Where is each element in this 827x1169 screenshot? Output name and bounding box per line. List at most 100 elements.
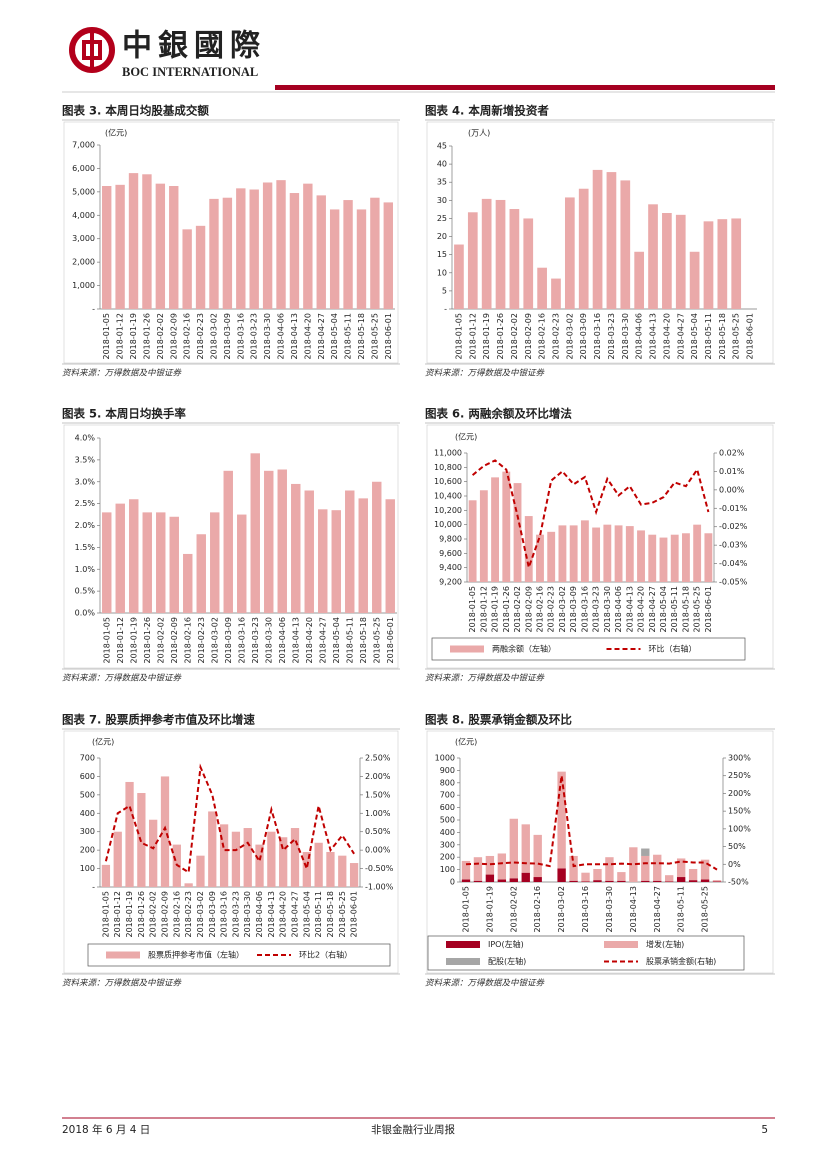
y-tick-label: 800 bbox=[440, 778, 455, 787]
x-tick-label: 2018-04-06 bbox=[255, 891, 264, 938]
legend-label: 股票承销金额(右轴) bbox=[646, 956, 716, 966]
source: 资料来源：万得数据及中银证券 bbox=[425, 978, 546, 989]
bar bbox=[513, 483, 522, 582]
x-tick-label: 2018-05-11 bbox=[314, 891, 323, 938]
y-tick-label: 10,600 bbox=[434, 477, 462, 486]
bar-segment bbox=[581, 872, 590, 882]
x-tick-label: 2018-02-16 bbox=[535, 586, 544, 633]
x-tick-label: 2018-05-18 bbox=[357, 313, 366, 360]
y2-tick-label: 250% bbox=[728, 771, 751, 780]
bar bbox=[237, 514, 247, 613]
x-tick-label: 2018-06-01 bbox=[704, 586, 713, 633]
bar bbox=[277, 469, 287, 613]
y-tick-label: 15 bbox=[437, 250, 447, 259]
bar bbox=[222, 197, 233, 309]
bar-segment bbox=[473, 880, 483, 882]
y-tick-label: 25 bbox=[437, 214, 447, 223]
x-tick-label: 2018-02-16 bbox=[172, 891, 181, 938]
x-tick-label: 2018-04-27 bbox=[648, 586, 657, 633]
y2-tick-label: -0.05% bbox=[719, 578, 748, 587]
bar-segment bbox=[533, 834, 542, 878]
x-tick-label: 2018-01-26 bbox=[143, 617, 152, 664]
bar bbox=[703, 221, 714, 309]
bar bbox=[592, 527, 601, 582]
x-tick-label: 2018-06-01 bbox=[386, 617, 395, 664]
y2-tick-label: 0.00% bbox=[365, 846, 391, 855]
bar-segment bbox=[581, 881, 590, 882]
source: 资料来源：万得数据及中银证券 bbox=[425, 673, 546, 684]
y-tick-label: 600 bbox=[80, 772, 95, 781]
bar bbox=[219, 824, 229, 887]
bar bbox=[262, 182, 273, 309]
y-axis-label: (亿元) bbox=[92, 737, 114, 747]
y-tick-label: 45 bbox=[437, 142, 447, 151]
bar-segment bbox=[593, 868, 602, 881]
x-tick-label: 2018-04-13 bbox=[629, 886, 638, 933]
bar-segment bbox=[485, 874, 495, 882]
x-tick-label: 2018-01-26 bbox=[496, 313, 505, 360]
x-tick-label: 2018-01-12 bbox=[116, 313, 125, 360]
bar bbox=[731, 218, 742, 309]
y-tick-label: 9,200 bbox=[439, 578, 462, 587]
y-tick-label: 9,400 bbox=[439, 563, 462, 572]
bar-segment bbox=[485, 855, 495, 875]
bar bbox=[606, 172, 617, 309]
x-tick-label: 2018-01-05 bbox=[454, 313, 463, 360]
bar bbox=[614, 525, 623, 582]
x-tick-label: 2018-02-16 bbox=[183, 313, 192, 360]
y-axis-label: (亿元) bbox=[455, 432, 477, 442]
x-tick-label: 2018-01-12 bbox=[116, 617, 125, 664]
y2-tick-label: -0.50% bbox=[365, 864, 394, 873]
bar bbox=[279, 837, 288, 887]
x-tick-label: 2018-01-19 bbox=[129, 617, 138, 664]
x-tick-label: 2018-05-04 bbox=[302, 891, 311, 938]
y-tick-label: 30 bbox=[437, 196, 447, 205]
bar bbox=[356, 209, 367, 309]
bar bbox=[717, 219, 728, 309]
bar bbox=[682, 533, 690, 582]
bar bbox=[255, 844, 264, 887]
x-tick-label: 2018-06-01 bbox=[746, 313, 755, 360]
x-tick-label: 2018-04-20 bbox=[279, 891, 288, 938]
chart-title: 图表 7. 股票质押参考市值及环比增速 bbox=[62, 713, 255, 727]
bar bbox=[196, 855, 205, 887]
x-tick-label: 2018-01-19 bbox=[482, 313, 491, 360]
bar-segment bbox=[557, 771, 566, 869]
bar-segment bbox=[688, 880, 698, 882]
y2-tick-label: 0% bbox=[728, 860, 741, 869]
y2-tick-label: -1.00% bbox=[365, 883, 394, 892]
bar bbox=[169, 516, 179, 613]
y2-tick-label: 100% bbox=[728, 824, 751, 833]
x-tick-label: 2018-03-02 bbox=[196, 891, 205, 938]
bar-segment bbox=[641, 855, 650, 881]
y-tick-label: 40 bbox=[437, 160, 447, 169]
y2-tick-label: 1.00% bbox=[365, 809, 391, 818]
bar bbox=[648, 534, 657, 582]
chart-frame bbox=[63, 424, 399, 669]
x-tick-label: 2018-04-13 bbox=[649, 313, 658, 360]
bar-segment bbox=[665, 875, 674, 882]
x-tick-label: 2018-03-02 bbox=[557, 886, 566, 933]
y2-tick-label: -0.04% bbox=[719, 559, 748, 568]
x-tick-label: 2018-03-09 bbox=[224, 617, 233, 664]
bar-segment bbox=[700, 859, 710, 880]
y-tick-label: 10 bbox=[437, 268, 447, 277]
y-tick-label: 300 bbox=[440, 840, 455, 849]
legend-swatch bbox=[450, 645, 484, 653]
legend-label: IPO(左轴) bbox=[488, 939, 524, 949]
line-series bbox=[471, 459, 710, 571]
x-tick-label: 2018-03-30 bbox=[621, 313, 630, 360]
y-tick-label: - bbox=[92, 305, 95, 314]
legend-label: 股票质押参考市值（左轴） bbox=[148, 950, 244, 960]
bar bbox=[634, 251, 645, 309]
y-tick-label: 10,800 bbox=[434, 463, 462, 472]
header-bar bbox=[275, 85, 775, 90]
bar bbox=[479, 490, 488, 582]
bar bbox=[569, 525, 578, 582]
y-tick-label: 100 bbox=[80, 864, 95, 873]
y-tick-label: 3.0% bbox=[75, 477, 96, 486]
chart-frame bbox=[426, 424, 774, 669]
x-tick-label: 2018-02-09 bbox=[524, 313, 533, 360]
x-tick-label: 2018-01-26 bbox=[502, 586, 511, 633]
y2-tick-label: -0.01% bbox=[719, 504, 748, 513]
